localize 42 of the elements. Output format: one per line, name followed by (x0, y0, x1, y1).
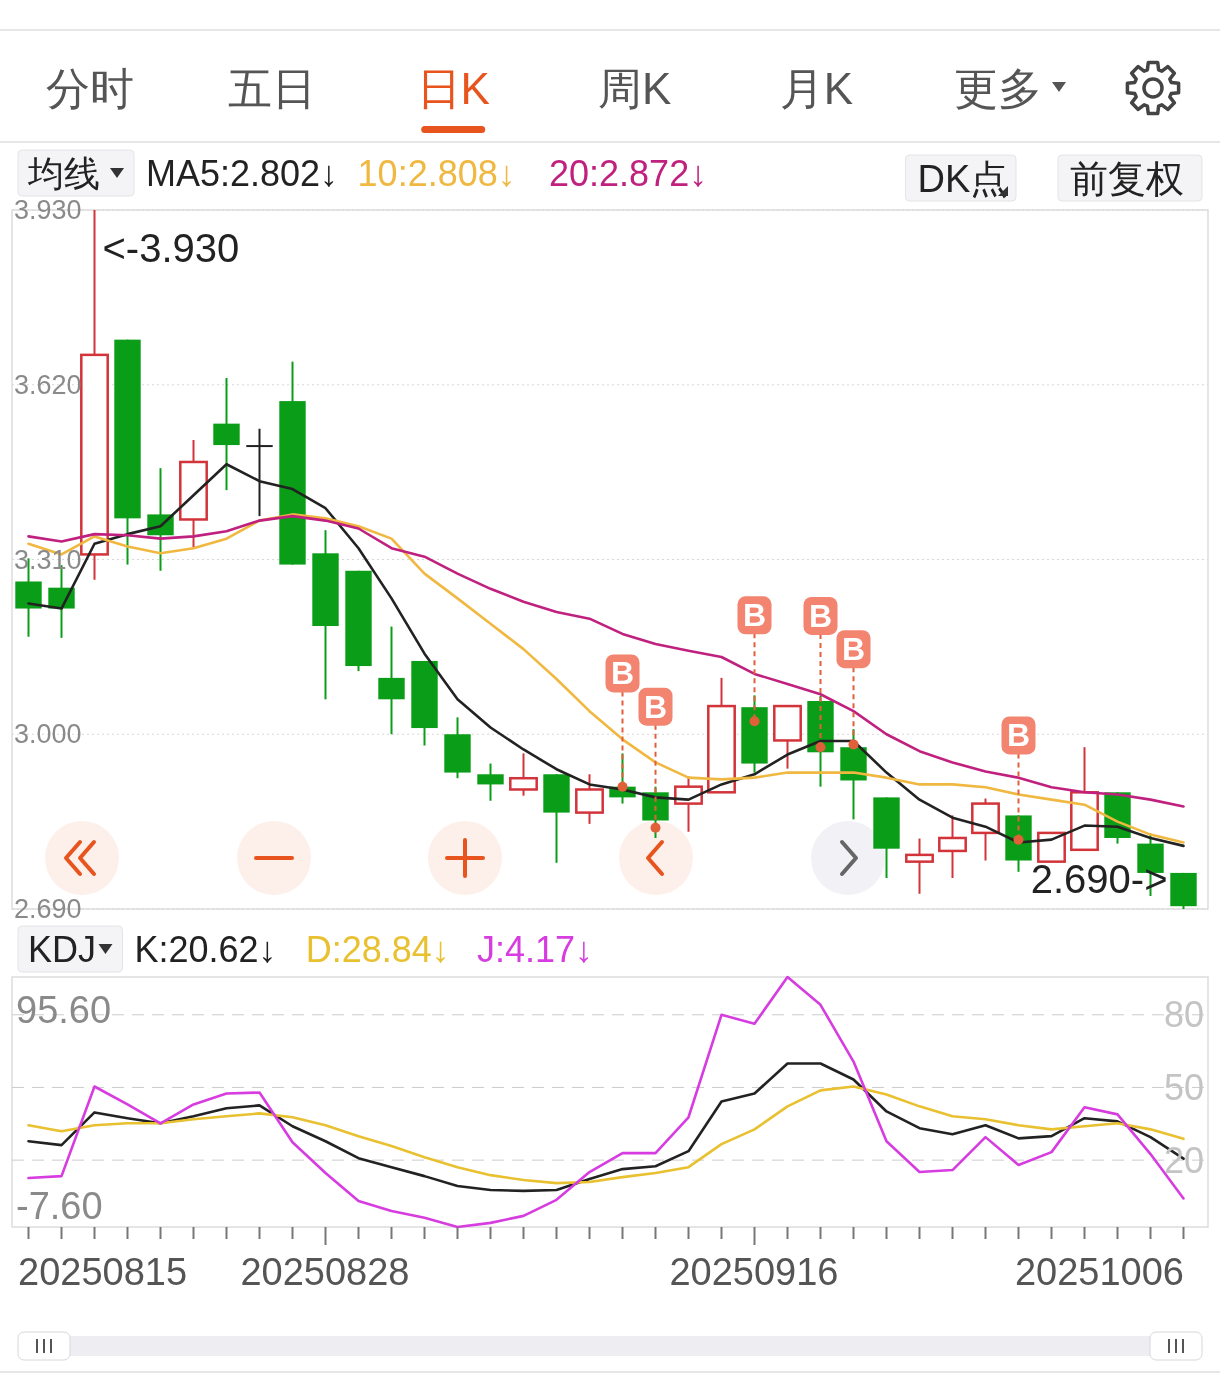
text: DK点 (917, 158, 1009, 200)
text: 前复权 (1070, 158, 1184, 200)
point (650, 822, 661, 833)
point (815, 742, 826, 753)
annotation: -7.60 (16, 1185, 103, 1227)
text: MA5:2.802↓ (146, 153, 339, 194)
point (1013, 834, 1024, 845)
text: 10:2.808↓ (357, 153, 516, 194)
text: D:28.84↓ (305, 929, 450, 970)
candlestick (905, 837, 934, 895)
annotation: <-3.930 (102, 226, 240, 270)
text: 月K (779, 64, 854, 113)
data-label: B (643, 688, 668, 725)
text: 更多 (954, 64, 1042, 113)
x-tick-label: 20250916 (669, 1251, 839, 1293)
data-label: B (610, 655, 635, 692)
y-tick-label: 2.690 (14, 894, 82, 924)
legend-title: KDJ (28, 929, 97, 970)
y2-tick-label: 20 (1163, 1139, 1204, 1181)
point (848, 739, 859, 750)
legend-title: 均线 (27, 153, 100, 194)
data-label: B (841, 631, 866, 668)
text: 周K (598, 64, 672, 113)
y-tick-label: 3.930 (14, 195, 82, 225)
text: K:20.62↓ (134, 929, 277, 970)
y2-tick-label: 50 (1163, 1066, 1204, 1108)
data-label: B (742, 597, 767, 634)
text: 20251006 (1014, 1251, 1184, 1293)
y-tick-label: 3.310 (14, 544, 82, 575)
data-label: B (1006, 717, 1031, 754)
text: 20250815 (18, 1251, 188, 1293)
text: 五日 (227, 64, 316, 113)
x-tick-label: 20250828 (240, 1251, 410, 1293)
data-label: B (808, 597, 833, 634)
text: J:4.17↓ (477, 929, 594, 970)
y-tick-label: 3.000 (14, 719, 82, 750)
text: 分时 (46, 64, 134, 113)
y2-tick-label: 80 (1163, 994, 1204, 1036)
text: 20:2.872↓ (549, 153, 708, 194)
text: 日K (416, 64, 490, 113)
point (749, 716, 760, 727)
annotation: 95.60 (16, 989, 112, 1031)
